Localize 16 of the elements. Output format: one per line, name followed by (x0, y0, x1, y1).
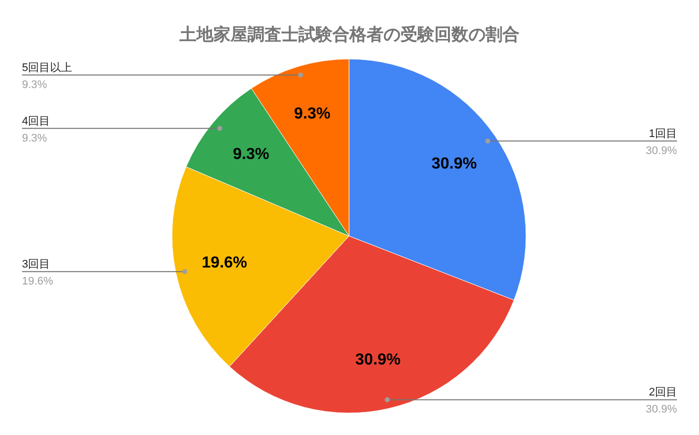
text: 30.9% (646, 404, 677, 416)
text: 30.9% (646, 145, 677, 158)
text: 9.3% (22, 78, 48, 91)
slice-label: 5回目以上 (22, 60, 72, 74)
data-label: 30.9% (355, 352, 401, 369)
text: 19.6% (22, 276, 54, 288)
slice-label: 1回目 (648, 128, 677, 140)
data-label: 19.6% (202, 254, 248, 272)
slice-label: 3回目 (22, 258, 50, 271)
data-label: 9.3% (232, 146, 270, 163)
slice-label: 4回目 (22, 115, 50, 128)
data-label: 30.9% (431, 156, 477, 173)
slice-label: 2回目 (648, 386, 677, 399)
text: 9.3% (22, 132, 48, 144)
chart-title: 土地家屋調査士試験合格者の受験回数の割合 (178, 25, 520, 44)
data-label: 9.3% (294, 105, 331, 122)
